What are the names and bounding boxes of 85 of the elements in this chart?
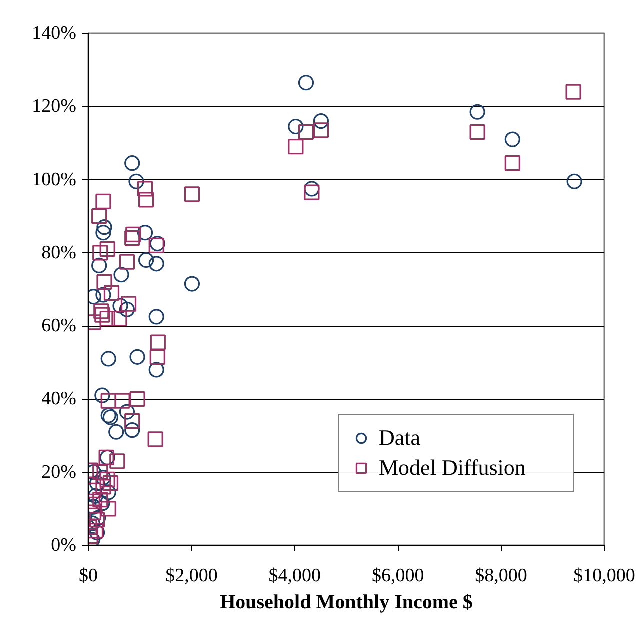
point — [96, 479, 112, 495]
y-tick-label: 140% — [32, 23, 77, 44]
point — [94, 496, 110, 512]
point — [124, 156, 140, 172]
point — [298, 75, 314, 91]
point — [119, 404, 135, 420]
point — [100, 393, 116, 409]
point — [100, 484, 116, 500]
point — [184, 186, 200, 202]
point — [130, 349, 146, 365]
point — [100, 501, 116, 517]
legend-label: Model Diffusion — [379, 455, 527, 481]
point — [288, 139, 304, 155]
point — [104, 285, 120, 301]
point — [150, 334, 166, 350]
y-tick-label: 20% — [42, 462, 77, 483]
y-tick-label: 100% — [32, 169, 77, 190]
point — [92, 258, 108, 274]
point — [92, 492, 108, 508]
point — [298, 124, 314, 140]
point — [96, 220, 112, 236]
point — [470, 104, 486, 120]
x-tick-label: $4,000 — [268, 566, 322, 586]
x-tick-label: $0 — [79, 566, 98, 586]
point — [102, 476, 118, 492]
point — [137, 225, 154, 241]
point — [504, 156, 520, 172]
point — [120, 296, 137, 312]
point — [100, 241, 116, 258]
point — [96, 225, 112, 241]
point — [94, 307, 110, 323]
point — [100, 472, 116, 488]
point — [313, 122, 330, 138]
point — [138, 192, 154, 208]
point — [96, 274, 112, 290]
point — [94, 304, 110, 320]
point — [96, 287, 112, 303]
x-tick-label: $10,000 — [574, 566, 636, 586]
point — [124, 413, 140, 429]
point — [313, 113, 330, 130]
point — [100, 310, 116, 327]
point — [92, 245, 108, 261]
point — [504, 132, 520, 148]
point — [92, 208, 108, 224]
point — [138, 252, 154, 268]
point — [470, 124, 486, 140]
point — [114, 267, 130, 283]
point — [566, 84, 582, 100]
y-tick-label: 40% — [42, 388, 77, 410]
point — [184, 276, 200, 292]
y-tick-label: 0% — [51, 535, 77, 556]
point — [112, 298, 128, 314]
x-axis-title: Household Monthly Income $ — [220, 592, 473, 614]
y-tick-label: 120% — [32, 96, 77, 118]
point — [148, 362, 164, 378]
y-tick-label: 80% — [42, 242, 77, 264]
point — [124, 422, 140, 438]
point — [148, 432, 164, 448]
x-tick-label: $8,000 — [475, 566, 528, 586]
point — [124, 230, 140, 246]
point — [148, 309, 164, 325]
point — [119, 254, 135, 270]
point — [137, 181, 154, 197]
point — [108, 424, 124, 440]
point — [96, 194, 112, 210]
legend-label: Data — [379, 425, 422, 451]
point — [126, 226, 142, 242]
point — [304, 181, 320, 197]
point — [130, 391, 146, 408]
point — [148, 256, 164, 272]
point — [114, 393, 130, 409]
point — [128, 174, 144, 190]
point — [100, 351, 116, 367]
point — [92, 464, 108, 480]
point — [94, 388, 110, 404]
point — [119, 302, 135, 318]
x-tick-label: $6,000 — [372, 566, 424, 586]
point — [304, 184, 320, 200]
point — [112, 310, 128, 327]
point — [288, 118, 304, 135]
y-tick-label: 60% — [42, 316, 77, 337]
x-tick-label: $2,000 — [166, 566, 218, 586]
point — [566, 174, 582, 190]
point — [150, 349, 166, 365]
point — [110, 454, 126, 470]
